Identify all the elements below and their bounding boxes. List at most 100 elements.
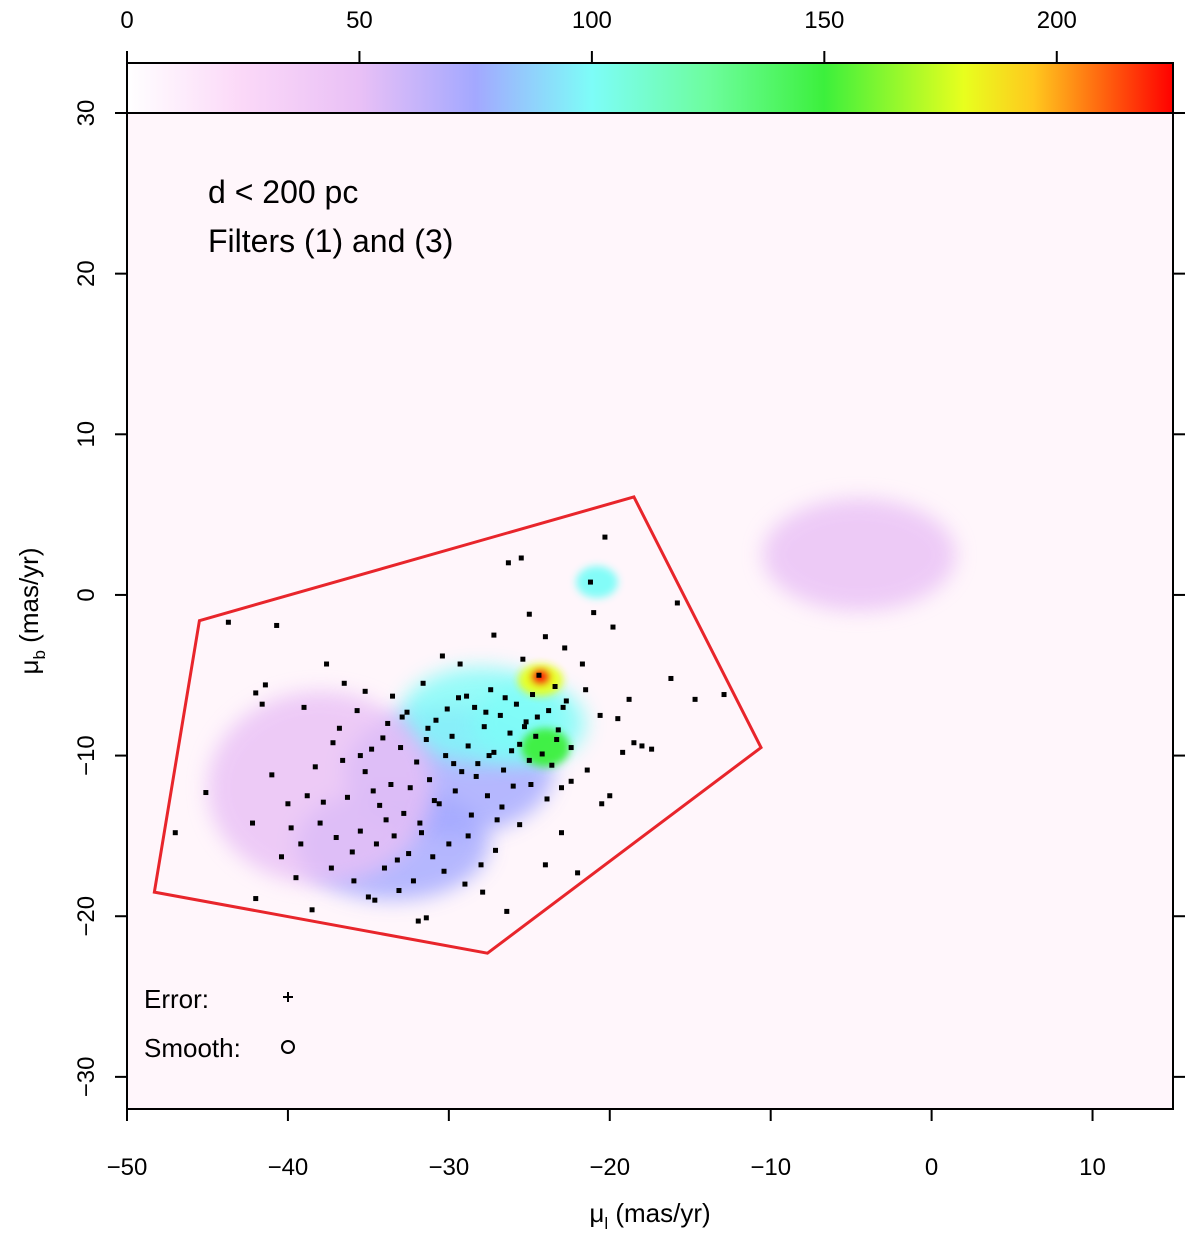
star-point [417, 820, 423, 826]
star-point [394, 857, 400, 863]
star-point [457, 661, 463, 667]
density-blob [762, 498, 956, 611]
star-point [415, 918, 421, 924]
star-point [441, 868, 447, 874]
selection-polygon [152, 495, 763, 955]
star-point [354, 708, 360, 714]
x-tick-label: −30 [428, 1154, 469, 1181]
star-point [631, 740, 637, 746]
x-axis: −50 −40 −30 −20 −10 0 10 [107, 1109, 1106, 1181]
colorbar: 0 50 100 150 200 [120, 7, 1174, 114]
star-point [481, 724, 487, 730]
star-point [390, 693, 396, 699]
density-blob [207, 691, 433, 885]
star-point [721, 692, 727, 698]
star-point [549, 762, 555, 768]
star-point [507, 730, 513, 736]
star-point [542, 634, 548, 640]
star-point [253, 690, 259, 696]
star-point [491, 749, 497, 755]
star-point [615, 716, 621, 722]
star-point [468, 812, 474, 818]
star-point [317, 820, 323, 826]
star-point [558, 785, 564, 791]
star-point [542, 862, 548, 868]
error-cross-icon [283, 992, 293, 1002]
star-point [456, 695, 462, 701]
star-point [451, 761, 457, 767]
star-point [381, 865, 387, 871]
star-point [462, 881, 468, 887]
star-point [483, 709, 489, 715]
star-point [404, 709, 410, 715]
star-point [341, 680, 347, 686]
star-point [552, 684, 558, 690]
star-point [406, 851, 412, 857]
star-point [501, 767, 507, 773]
star-point [692, 696, 698, 702]
star-point [259, 701, 265, 707]
star-point [288, 825, 294, 831]
star-point [452, 788, 458, 794]
star-point [488, 687, 494, 693]
star-point [591, 610, 597, 616]
y-tick-label: 0 [73, 588, 100, 601]
star-point [414, 759, 420, 765]
star-point [425, 725, 431, 731]
star-point [423, 915, 429, 921]
star-point [369, 746, 375, 752]
star-point [298, 841, 304, 847]
star-point [563, 698, 569, 704]
star-point [436, 801, 442, 807]
star-point [579, 661, 585, 667]
star-point [523, 719, 529, 725]
star-point [510, 783, 516, 789]
star-point [349, 849, 355, 855]
colorbar-gradient [126, 62, 1174, 114]
colorbar-tick-label: 200 [1037, 7, 1077, 34]
annotation-filters: Filters (1) and (3) [208, 223, 453, 259]
star-point [536, 672, 542, 678]
star-point [372, 897, 378, 903]
x-tick-label: 10 [1079, 1154, 1106, 1181]
star-point [301, 704, 307, 710]
star-point [309, 907, 315, 913]
star-point [555, 727, 561, 733]
star-point [444, 706, 450, 712]
star-point [568, 745, 574, 751]
star-point [459, 769, 465, 775]
y-tick-label: −20 [73, 896, 100, 937]
smooth-circle-icon [281, 1040, 295, 1054]
x-tick-label: −40 [268, 1154, 309, 1181]
y-tick-label: 10 [73, 421, 100, 448]
x-tick-label: −10 [750, 1154, 791, 1181]
star-point [472, 704, 478, 710]
colorbar-tick-label: 150 [804, 7, 844, 34]
star-point [509, 748, 515, 754]
star-point [446, 841, 452, 847]
star-point [504, 908, 510, 914]
star-point [391, 833, 397, 839]
legend-smooth-label: Smooth: [144, 1033, 241, 1063]
x-axis-title: μl (mas/yr) [589, 1198, 710, 1233]
star-point [526, 757, 532, 763]
star-point [499, 804, 505, 810]
legend: Error: Smooth: [144, 984, 295, 1063]
star-point [639, 743, 645, 749]
star-point [610, 624, 616, 630]
star-point [373, 841, 379, 847]
star-point [401, 810, 407, 816]
star-point [407, 785, 413, 791]
star-point [568, 778, 574, 784]
star-point [344, 794, 350, 800]
star-point [554, 737, 560, 743]
star-point [430, 854, 436, 860]
star-point [269, 772, 275, 778]
plot-background [127, 113, 1173, 1109]
star-point [362, 769, 368, 775]
star-point [607, 793, 613, 799]
star-point [517, 822, 523, 828]
star-point [505, 560, 511, 566]
x-tick-label: −50 [107, 1154, 148, 1181]
